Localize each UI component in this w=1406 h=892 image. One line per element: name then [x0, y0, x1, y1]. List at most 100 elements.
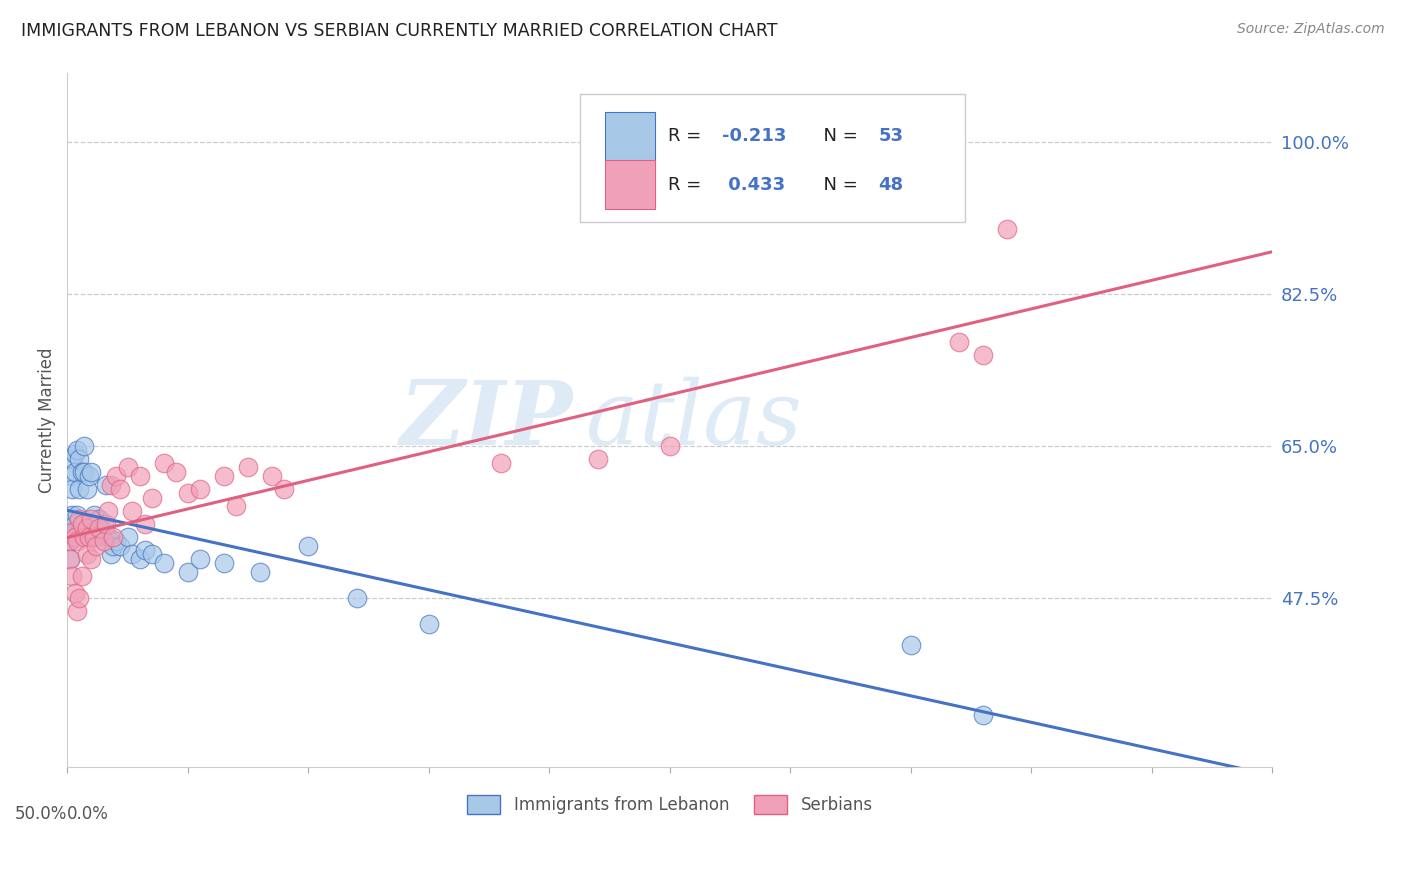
Point — [212, 469, 235, 483]
Point — [948, 334, 970, 349]
Point — [67, 512, 90, 526]
Text: 48: 48 — [879, 176, 904, 194]
Point — [128, 551, 150, 566]
Point — [141, 491, 163, 505]
Point — [67, 451, 90, 466]
Point — [90, 521, 112, 535]
Point — [236, 460, 259, 475]
Point — [177, 486, 200, 500]
Point — [134, 542, 156, 557]
Point — [73, 516, 96, 531]
Point — [76, 525, 98, 540]
Point — [100, 547, 122, 561]
Point — [128, 469, 150, 483]
Point — [80, 512, 103, 526]
Point — [77, 530, 100, 544]
Text: IMMIGRANTS FROM LEBANON VS SERBIAN CURRENTLY MARRIED CORRELATION CHART: IMMIGRANTS FROM LEBANON VS SERBIAN CURRE… — [21, 22, 778, 40]
Point — [59, 551, 82, 566]
Point — [59, 534, 82, 549]
Point — [94, 478, 117, 492]
Point — [101, 539, 124, 553]
Point — [586, 451, 609, 466]
Point — [59, 551, 82, 566]
Point — [76, 547, 98, 561]
Point — [70, 525, 93, 540]
Point — [152, 456, 174, 470]
Point — [59, 525, 82, 540]
Point — [60, 525, 83, 540]
Text: 0.433: 0.433 — [721, 176, 785, 194]
Point — [262, 469, 284, 483]
Point — [63, 586, 86, 600]
Point — [489, 456, 512, 470]
Point — [97, 504, 120, 518]
Point — [87, 512, 110, 526]
Point — [225, 500, 247, 514]
Point — [110, 539, 132, 553]
Point — [70, 465, 93, 479]
Point — [84, 530, 107, 544]
Point — [59, 534, 82, 549]
Point — [249, 565, 271, 579]
Point — [101, 530, 124, 544]
Text: R =: R = — [668, 176, 707, 194]
Text: N =: N = — [813, 176, 863, 194]
Point — [63, 530, 86, 544]
Point — [73, 439, 96, 453]
Text: -0.213: -0.213 — [721, 127, 786, 145]
Point — [84, 539, 107, 553]
Point — [83, 530, 105, 544]
Point — [77, 530, 100, 544]
Point — [188, 551, 211, 566]
Point — [83, 508, 105, 523]
Text: R =: R = — [668, 127, 707, 145]
FancyBboxPatch shape — [605, 112, 655, 161]
Point — [93, 516, 115, 531]
Point — [900, 638, 922, 652]
Text: ZIP: ZIP — [401, 376, 574, 463]
Point — [177, 565, 200, 579]
Point — [60, 451, 83, 466]
Text: 53: 53 — [879, 127, 904, 145]
Point — [63, 465, 86, 479]
Point — [121, 504, 143, 518]
FancyBboxPatch shape — [579, 94, 965, 222]
Point — [77, 469, 100, 483]
Point — [97, 530, 120, 544]
Point — [87, 521, 110, 535]
Point — [60, 482, 83, 496]
Point — [67, 591, 90, 605]
Text: atlas: atlas — [585, 376, 801, 463]
Point — [110, 482, 132, 496]
Point — [76, 482, 98, 496]
Point — [658, 439, 681, 453]
Point — [134, 516, 156, 531]
Point — [60, 569, 83, 583]
Point — [972, 348, 994, 362]
Point — [418, 616, 440, 631]
Point — [995, 222, 1018, 236]
Text: Source: ZipAtlas.com: Source: ZipAtlas.com — [1237, 22, 1385, 37]
Legend: Immigrants from Lebanon, Serbians: Immigrants from Lebanon, Serbians — [460, 789, 880, 821]
Point — [63, 447, 86, 461]
Point — [73, 530, 96, 544]
Point — [66, 534, 89, 549]
Point — [66, 443, 89, 458]
Point — [66, 603, 89, 617]
Point — [104, 534, 127, 549]
Text: N =: N = — [813, 127, 863, 145]
Point — [152, 556, 174, 570]
Point — [80, 551, 103, 566]
Point — [94, 516, 117, 531]
Point — [93, 534, 115, 549]
Point — [212, 556, 235, 570]
Point — [60, 508, 83, 523]
Point — [67, 525, 90, 540]
Point — [66, 508, 89, 523]
Point — [188, 482, 211, 496]
Point — [141, 547, 163, 561]
Point — [273, 482, 295, 496]
Point — [117, 460, 139, 475]
Point — [63, 525, 86, 540]
Point — [117, 530, 139, 544]
